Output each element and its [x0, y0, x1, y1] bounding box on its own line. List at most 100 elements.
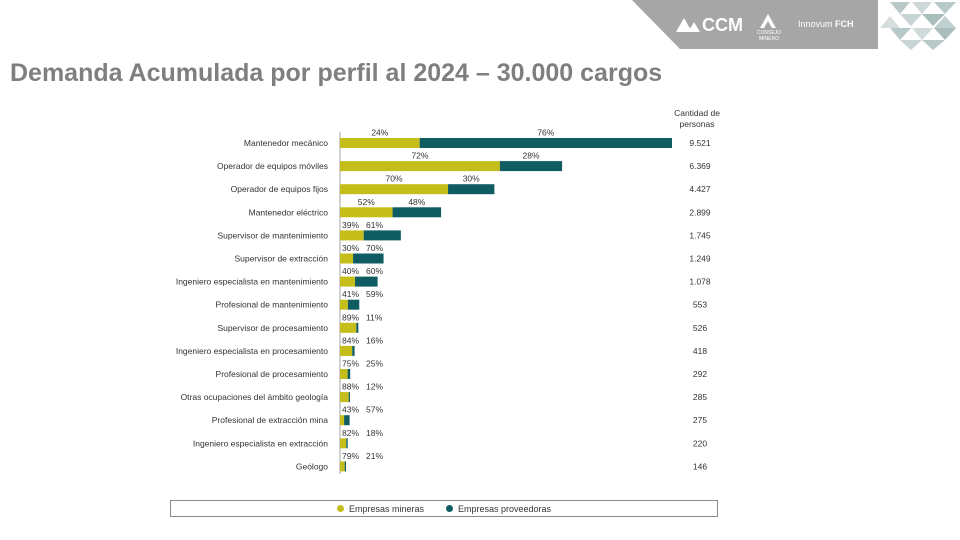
bar-proveedoras [346, 438, 348, 449]
bar-mineras [340, 276, 356, 287]
category-label: Geólogo [296, 461, 328, 471]
pct-label-mineras: 82% [342, 428, 359, 438]
bar-mineras [340, 253, 354, 264]
category-label: Ingeniero especialista en procesamiento [176, 346, 328, 356]
innovum-logo: Innovum FCH [798, 19, 854, 29]
category-label: Supervisor de mantenimiento [217, 230, 328, 240]
count-value: 2.899 [689, 207, 711, 217]
bar-proveedoras [353, 253, 384, 264]
bar-proveedoras [344, 415, 350, 426]
bar-mineras [340, 207, 393, 218]
bar-mineras [340, 184, 449, 195]
pct-label-mineras: 41% [342, 289, 359, 299]
bar-proveedoras [499, 161, 563, 172]
pct-label-mineras: 43% [342, 405, 359, 415]
pct-label-mineras: 72% [411, 151, 428, 161]
bar-proveedoras [347, 299, 360, 310]
pct-label-proveedoras: 28% [522, 151, 539, 161]
count-value: 418 [693, 346, 707, 356]
count-header-line-2: personas [680, 119, 715, 129]
pct-label-proveedoras: 11% [366, 312, 383, 322]
header-band [632, 0, 956, 50]
pct-label-mineras: 52% [358, 197, 375, 207]
bar-proveedoras [392, 207, 442, 218]
pct-label-proveedoras: 18% [366, 428, 383, 438]
count-value: 292 [693, 369, 707, 379]
pct-label-mineras: 70% [386, 174, 403, 184]
triangle-pattern-icon [880, 2, 956, 50]
pct-label-proveedoras: 21% [366, 451, 383, 461]
pct-label-mineras: 30% [342, 243, 359, 253]
bar-mineras [340, 461, 345, 472]
pct-label-proveedoras: 57% [366, 405, 383, 415]
count-value: 1.249 [689, 254, 711, 264]
bar-proveedoras [356, 322, 359, 333]
bar-proveedoras [448, 184, 495, 195]
category-label: Mantenedor mecánico [244, 138, 328, 148]
ccm-logo-icon [676, 18, 700, 32]
count-value: 285 [693, 392, 707, 402]
page-title: Demanda Acumulada por perfil al 2024 – 3… [10, 59, 663, 87]
pct-label-mineras: 84% [342, 335, 359, 345]
pct-label-mineras: 75% [342, 359, 359, 369]
bar-proveedoras [363, 230, 401, 241]
bar-mineras [340, 369, 348, 379]
category-label: Ingeniero especialista en mantenimiento [176, 277, 328, 287]
category-label: Operador de equipos fijos [231, 184, 328, 194]
consejo-minero-logo-text: CONSEJO MINERO [756, 30, 782, 42]
category-label: Mantenedor eléctrico [249, 207, 329, 217]
count-value: 9.521 [689, 138, 711, 148]
count-value: 4.427 [689, 184, 711, 194]
category-label: Otras ocupaciones del ámbito geología [181, 392, 329, 402]
category-label: Operador de equipos móviles [217, 161, 328, 171]
pct-label-mineras: 79% [342, 451, 359, 461]
legend-label-proveedoras: Empresas proveedoras [457, 503, 552, 514]
pct-label-mineras: 88% [342, 382, 359, 392]
pct-label-mineras: 89% [342, 312, 359, 322]
count-value: 526 [693, 323, 707, 333]
legend-label-mineras: Empresas mineras [348, 503, 424, 514]
bar-mineras [340, 438, 347, 449]
pct-label-proveedoras: 61% [366, 220, 383, 230]
bar-mineras [340, 138, 420, 148]
legend-item-mineras: Empresas mineras [336, 503, 424, 514]
header-gray-shape [632, 0, 878, 49]
legend-swatch-mineras [336, 505, 344, 512]
ccm-logo-text: CCM [702, 15, 743, 35]
category-label: Profesional de procesamiento [216, 369, 329, 379]
bar-mineras [340, 415, 345, 426]
pct-label-proveedoras: 16% [366, 335, 383, 345]
pct-label-proveedoras: 30% [463, 174, 480, 184]
bar-proveedoras [347, 369, 351, 379]
category-label: Ingeniero especialista en extracción [193, 438, 328, 448]
innovum-suffix: FCH [835, 19, 854, 29]
pct-label-proveedoras: 12% [366, 382, 383, 392]
category-label: Supervisor de procesamiento [217, 323, 328, 333]
bar-mineras [340, 392, 349, 403]
innovum-prefix: Innovum [798, 19, 833, 29]
pct-label-proveedoras: 60% [366, 266, 383, 276]
bar-proveedoras [419, 138, 672, 148]
bar-mineras [340, 230, 364, 241]
pct-label-proveedoras: 70% [366, 243, 383, 253]
legend-swatch-proveedoras [445, 505, 453, 512]
pct-label-proveedoras: 48% [408, 197, 425, 207]
bar-proveedoras [355, 276, 378, 287]
count-value: 6.369 [689, 161, 711, 171]
count-value: 1.078 [689, 277, 711, 287]
category-label: Supervisor de extracción [234, 254, 328, 264]
bar-mineras [340, 322, 357, 333]
consejo-minero-logo-icon [760, 14, 776, 28]
count-value: 146 [693, 461, 707, 471]
pct-label-proveedoras: 76% [537, 128, 554, 138]
count-value: 220 [693, 438, 707, 448]
pct-label-mineras: 40% [342, 266, 359, 276]
pct-label-proveedoras: 25% [366, 359, 383, 369]
bar-mineras [340, 299, 348, 310]
count-value: 553 [693, 300, 707, 310]
count-value: 1.745 [689, 230, 711, 240]
pct-label-mineras: 39% [342, 220, 359, 230]
pct-label-mineras: 24% [371, 128, 388, 138]
bar-mineras [340, 161, 500, 172]
